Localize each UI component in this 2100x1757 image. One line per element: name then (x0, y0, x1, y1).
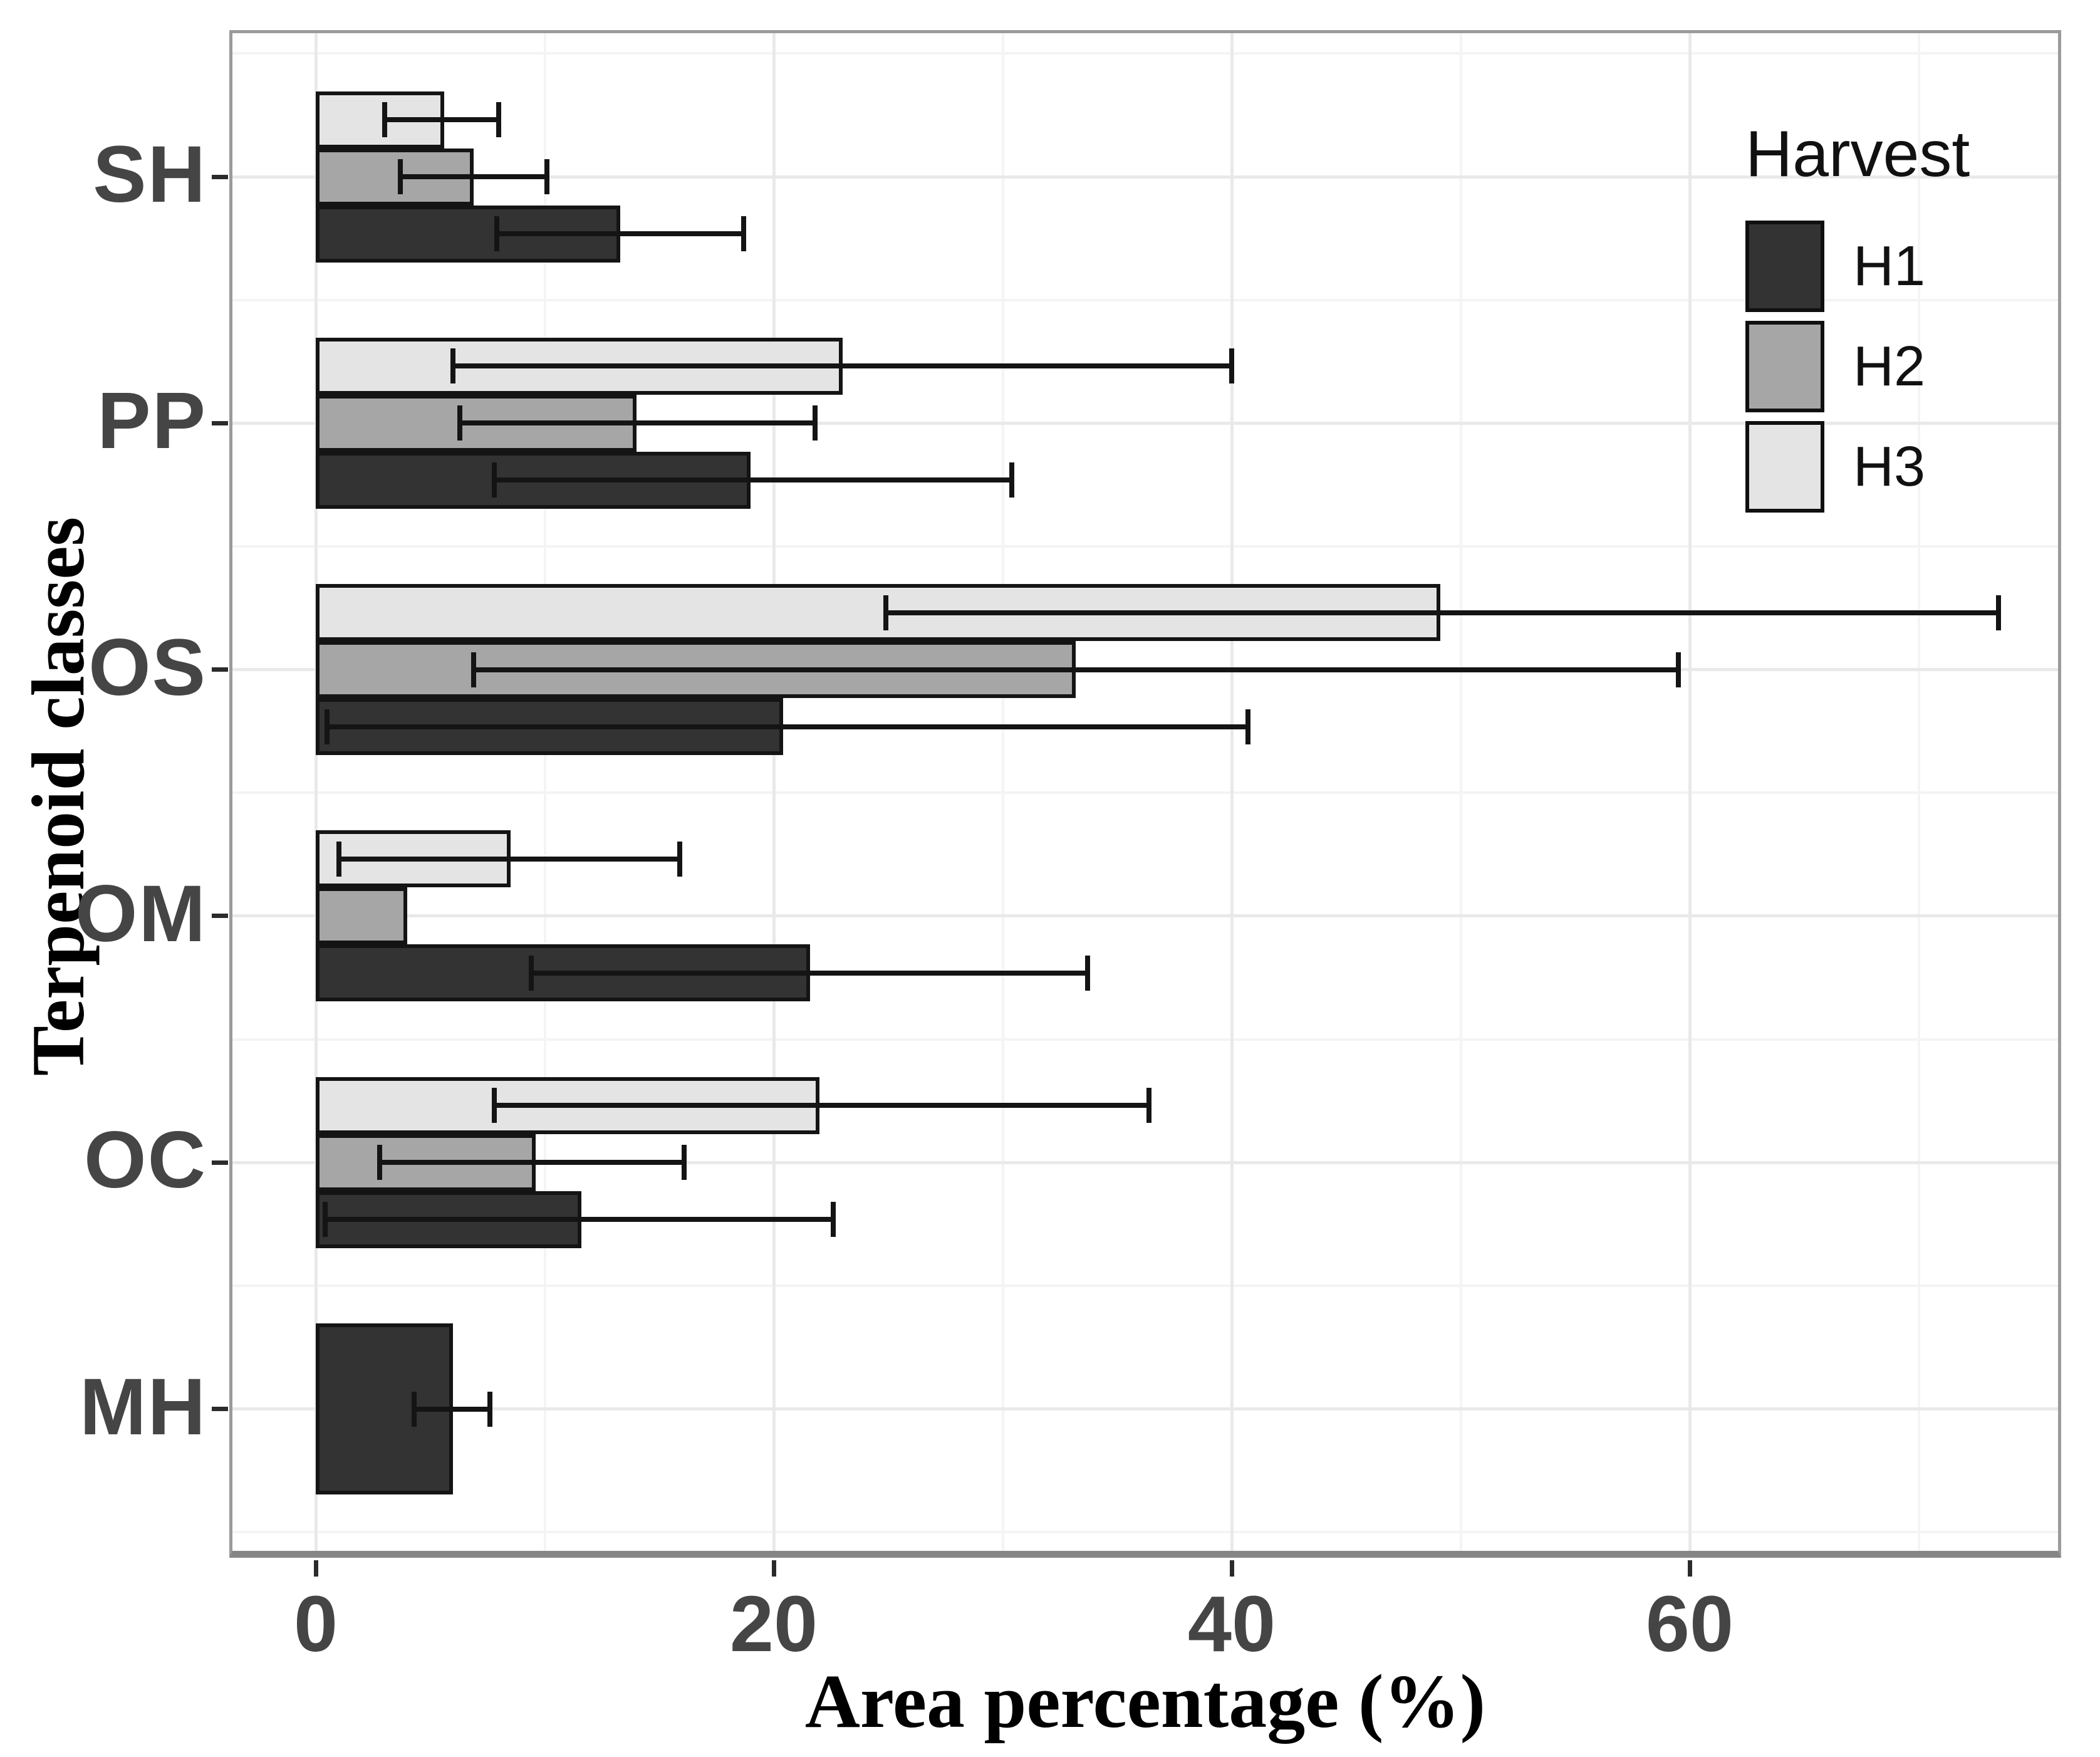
errorbar-cap-lo-SH-H2 (398, 159, 403, 194)
errorbar-cap-hi-MH-H1 (487, 1391, 492, 1427)
errorbar-cap-lo-OS-H3 (883, 595, 889, 630)
legend-item-H2: H2 (1745, 321, 1970, 412)
gridline-minor-horizontal (229, 1038, 2061, 1041)
errorbar-cap-hi-OC-H2 (682, 1145, 687, 1181)
y-axis-tick (212, 667, 228, 672)
legend-label-H3: H3 (1853, 435, 1926, 498)
errorbar-line-OS-H3 (886, 610, 1999, 615)
y-axis-category-label: PP (97, 376, 207, 466)
errorbar-cap-hi-OM-H3 (677, 841, 683, 877)
gridline-major-vertical (772, 30, 776, 1558)
legend-item-H1: H1 (1745, 221, 1970, 312)
gridline-major-horizontal (229, 1160, 2061, 1164)
x-axis-tick (1687, 1560, 1692, 1577)
y-axis-category-label: OC (84, 1115, 207, 1206)
y-axis-category-label: SH (93, 130, 207, 219)
errorbar-cap-hi-PP-H2 (812, 405, 818, 441)
errorbar-line-SH-H1 (496, 231, 744, 236)
gridline-major-vertical (314, 30, 318, 1558)
legend-title: Harvest (1745, 118, 1970, 190)
legend-key-H1 (1745, 221, 1824, 312)
gridline-minor-horizontal (229, 791, 2061, 795)
errorbar-line-OC-H2 (380, 1160, 685, 1165)
y-axis-title: Terpenoid classes (16, 516, 100, 1077)
legend-key-H3 (1745, 421, 1824, 513)
errorbar-cap-lo-OC-H3 (492, 1088, 497, 1124)
x-axis-tick (771, 1560, 776, 1577)
y-axis-tick (212, 914, 228, 919)
x-axis-tick (1229, 1560, 1234, 1577)
y-axis-category-label: OS (88, 622, 207, 712)
x-axis-tick (313, 1560, 318, 1577)
gridline-major-horizontal (229, 175, 2061, 179)
errorbar-cap-hi-OM-H1 (1084, 955, 1090, 991)
gridline-minor-horizontal (229, 545, 2061, 548)
errorbar-cap-hi-OS-H3 (1996, 595, 2002, 630)
y-axis-category-label: MH (79, 1362, 207, 1452)
y-axis-category-label: OM (75, 868, 207, 959)
errorbar-cap-hi-SH-H3 (496, 102, 502, 137)
errorbar-line-OM-H3 (338, 856, 680, 862)
errorbar-cap-hi-OC-H1 (831, 1202, 836, 1238)
errorbar-cap-lo-SH-H1 (494, 216, 499, 251)
errorbar-cap-lo-SH-H3 (382, 102, 387, 137)
errorbar-cap-lo-OM-H1 (528, 955, 534, 991)
errorbar-cap-lo-OM-H3 (336, 841, 341, 877)
gridline-minor-horizontal (229, 298, 2061, 301)
gridline-minor-horizontal (229, 1284, 2061, 1287)
errorbar-line-OS-H2 (474, 667, 1678, 672)
bar-OM-H2 (316, 887, 408, 945)
errorbar-cap-hi-OC-H3 (1146, 1088, 1152, 1124)
errorbar-cap-lo-OS-H2 (471, 652, 477, 687)
legend-items: H1 H2 H3 (1745, 221, 1970, 513)
gridline-major-horizontal (229, 421, 2061, 425)
errorbar-line-OM-H1 (531, 970, 1088, 976)
legend-label-H1: H1 (1853, 234, 1926, 298)
errorbar-cap-hi-SH-H1 (741, 216, 747, 251)
errorbar-cap-hi-OS-H2 (1675, 652, 1681, 687)
errorbar-line-OC-H1 (325, 1217, 834, 1223)
errorbar-cap-lo-MH-H1 (412, 1391, 417, 1427)
errorbar-cap-lo-PP-H3 (450, 348, 456, 384)
errorbar-line-MH-H1 (414, 1406, 490, 1412)
y-axis-tick (212, 1407, 228, 1411)
y-axis-tick (212, 174, 228, 179)
gridline-major-vertical (1230, 30, 1234, 1558)
legend: Harvest H1 H2 H3 (1745, 117, 1970, 513)
errorbar-cap-lo-PP-H2 (457, 405, 463, 441)
y-axis-tick (212, 1160, 228, 1165)
gridline-minor-horizontal (229, 52, 2061, 55)
errorbar-cap-lo-OC-H2 (377, 1145, 383, 1181)
legend-item-H3: H3 (1745, 421, 1970, 513)
gridline-major-horizontal (229, 1407, 2061, 1410)
errorbar-line-PP-H3 (453, 363, 1232, 369)
errorbar-cap-hi-SH-H2 (544, 159, 550, 194)
errorbar-cap-hi-PP-H3 (1229, 348, 1234, 384)
x-axis-tick-label: 40 (1187, 1580, 1276, 1668)
errorbar-cap-lo-OC-H1 (322, 1202, 328, 1238)
gridline-major-horizontal (229, 914, 2061, 918)
legend-key-H2 (1745, 321, 1824, 412)
errorbar-cap-hi-PP-H1 (1009, 462, 1015, 498)
errorbar-cap-hi-OS-H1 (1245, 709, 1250, 744)
x-axis-tick-label: 20 (729, 1580, 818, 1668)
gridline-major-vertical (1688, 30, 1692, 1558)
errorbar-line-SH-H3 (384, 117, 499, 122)
errorbar-line-PP-H1 (494, 477, 1012, 483)
errorbar-line-OC-H3 (494, 1103, 1150, 1108)
errorbar-line-OS-H1 (327, 724, 1248, 729)
x-axis-title: Area percentage (%) (804, 1659, 1486, 1744)
y-axis-tick (212, 420, 228, 425)
errorbar-cap-lo-OS-H1 (325, 709, 330, 744)
gridline-minor-horizontal (229, 1531, 2061, 1534)
errorbar-cap-lo-PP-H1 (492, 462, 497, 498)
legend-label-H2: H2 (1853, 335, 1926, 398)
x-axis-tick-label: 60 (1645, 1580, 1734, 1668)
errorbar-line-PP-H2 (460, 420, 815, 426)
x-axis-tick-label: 0 (293, 1580, 338, 1668)
errorbar-line-SH-H2 (400, 174, 548, 179)
